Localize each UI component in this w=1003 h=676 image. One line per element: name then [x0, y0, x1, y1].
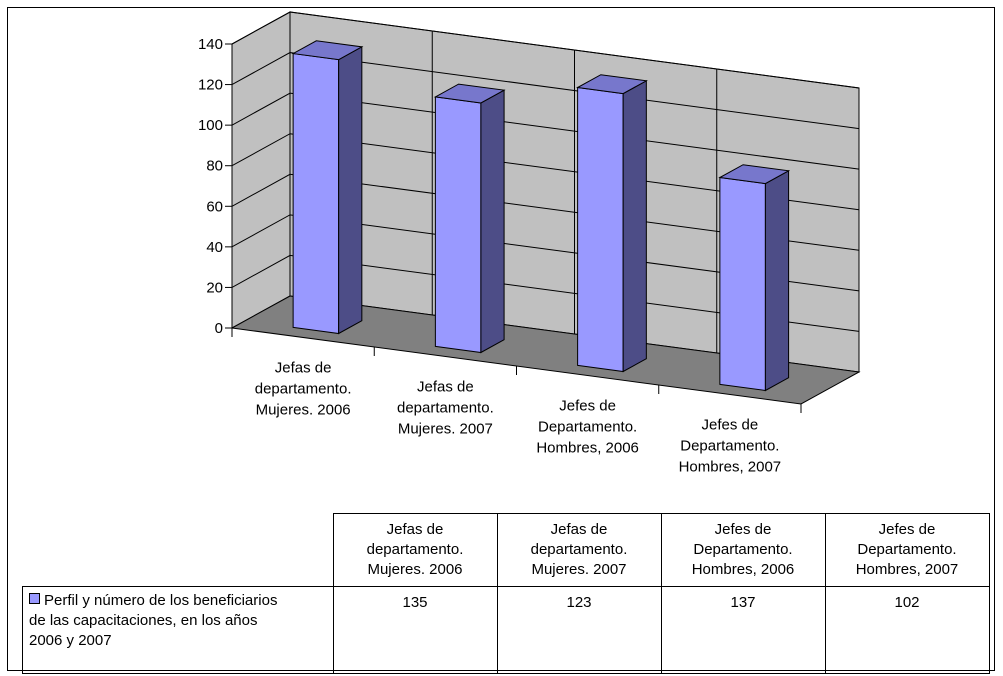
chart-bars	[291, 40, 791, 392]
table-header-cell: Jefes de Departamento. Hombres, 2006	[660, 513, 826, 587]
bar	[433, 83, 506, 354]
bar-side-face	[764, 169, 790, 392]
table-data-row: Perfil y número de los beneficiarios de …	[22, 586, 990, 674]
y-tick-label: 40	[206, 239, 223, 256]
bar-top-face	[718, 164, 791, 185]
bar-front-face	[719, 176, 766, 392]
value-cell: 123	[496, 586, 662, 674]
gridline	[231, 52, 860, 130]
category-label-line: Jefes de	[702, 417, 759, 434]
category-label-line: departamento.	[255, 381, 352, 398]
chart-frame: 0 20 40 60 80 100 120 140 Jefas de departamento. M…	[7, 7, 995, 674]
header-line: Hombres, 2006	[691, 561, 795, 578]
gridline	[231, 214, 860, 292]
table-header-cell: Jefas de departamento. Mujeres. 2007	[496, 513, 662, 587]
y-tick-label: 60	[206, 198, 223, 215]
header-line: Hombres, 2007	[855, 561, 959, 578]
gridline	[231, 92, 860, 170]
bar-front-face	[577, 86, 624, 373]
y-tick-label: 0	[215, 320, 223, 337]
category-label: Jefas de departamento. Mujeres. 2006	[255, 360, 352, 419]
category-label-line: Jefas de	[417, 379, 474, 396]
value-cell: 102	[824, 586, 990, 674]
bar-top-face	[576, 74, 648, 95]
header-line: Jefes de	[878, 521, 936, 538]
category-label-line: Mujeres. 2007	[398, 421, 493, 438]
series-label-line: Perfil y número de los beneficiarios	[29, 591, 329, 611]
bar-side-face	[338, 45, 363, 335]
chart-gridlines	[231, 11, 860, 353]
bar-side-face	[622, 79, 647, 373]
category-label: Jefas de departamento. Mujeres. 2007	[397, 379, 494, 438]
table-header-cell: Jefes de Departamento. Hombres, 2007	[824, 513, 990, 587]
table-corner-cell	[22, 513, 334, 587]
bar-top-face	[291, 40, 364, 61]
data-table: Jefas de departamento. Mujeres. 2006 Jef…	[22, 513, 990, 674]
category-label-line: Mujeres. 2006	[256, 402, 351, 419]
category-label-line: departamento.	[397, 400, 494, 417]
header-line: Jefas de	[386, 521, 444, 538]
header-line: departamento.	[530, 541, 628, 558]
header-line: departamento.	[366, 541, 464, 558]
bar	[291, 40, 364, 335]
bar-side-face	[480, 89, 505, 354]
table-header-cell: Jefas de departamento. Mujeres. 2006	[332, 513, 498, 587]
category-label-line: Hombres, 2006	[536, 440, 639, 457]
side-wall	[231, 11, 291, 329]
y-tick-label: 100	[198, 117, 223, 134]
floor	[230, 295, 861, 405]
header-line: Mujeres. 2006	[367, 561, 463, 578]
bar-top-face	[433, 83, 506, 104]
category-label-line: Departamento.	[680, 438, 779, 455]
bar-front-face	[434, 96, 482, 354]
header-line: Jefas de	[550, 521, 608, 538]
value-cell: 135	[332, 586, 498, 674]
chart-labels: 0 20 40 60 80 100 120 140 Jefas de departamento. M…	[198, 36, 781, 476]
legend-key-icon	[29, 593, 40, 604]
y-tick-label: 120	[198, 77, 223, 94]
header-line: Departamento.	[857, 541, 957, 558]
category-label-line: Jefes de	[559, 398, 616, 415]
gridline	[231, 173, 860, 251]
bar	[576, 74, 648, 373]
chart-axes	[225, 43, 802, 413]
header-line: Jefes de	[714, 521, 772, 538]
series-label-line: 2006 y 2007	[29, 632, 112, 649]
header-line: Departamento.	[693, 541, 793, 558]
series-label-cell: Perfil y número de los beneficiarios de …	[22, 586, 334, 674]
gridline	[231, 254, 860, 332]
series-label-line: de las capacitaciones, en los años	[29, 612, 258, 629]
y-tick-label: 20	[206, 279, 223, 296]
table-header-row: Jefas de departamento. Mujeres. 2006 Jef…	[22, 513, 990, 587]
category-label-line: Jefas de	[275, 360, 332, 377]
header-line: Mujeres. 2007	[531, 561, 627, 578]
category-label: Jefes de Departamento. Hombres, 2006	[536, 398, 639, 457]
chart-area: 0 20 40 60 80 100 120 140 Jefas de departamento. M…	[198, 11, 861, 476]
gridline	[231, 11, 860, 89]
y-tick-label: 80	[206, 158, 223, 175]
category-label: Jefes de Departamento. Hombres, 2007	[679, 417, 782, 476]
series-label-text: Perfil y número de los beneficiarios	[44, 592, 278, 609]
category-label-line: Departamento.	[538, 419, 637, 436]
category-label-line: Hombres, 2007	[679, 459, 782, 476]
bar-front-face	[292, 52, 340, 335]
gridline	[231, 133, 860, 211]
y-tick-label: 140	[198, 36, 223, 53]
bar	[718, 164, 791, 392]
value-cell: 137	[660, 586, 826, 674]
